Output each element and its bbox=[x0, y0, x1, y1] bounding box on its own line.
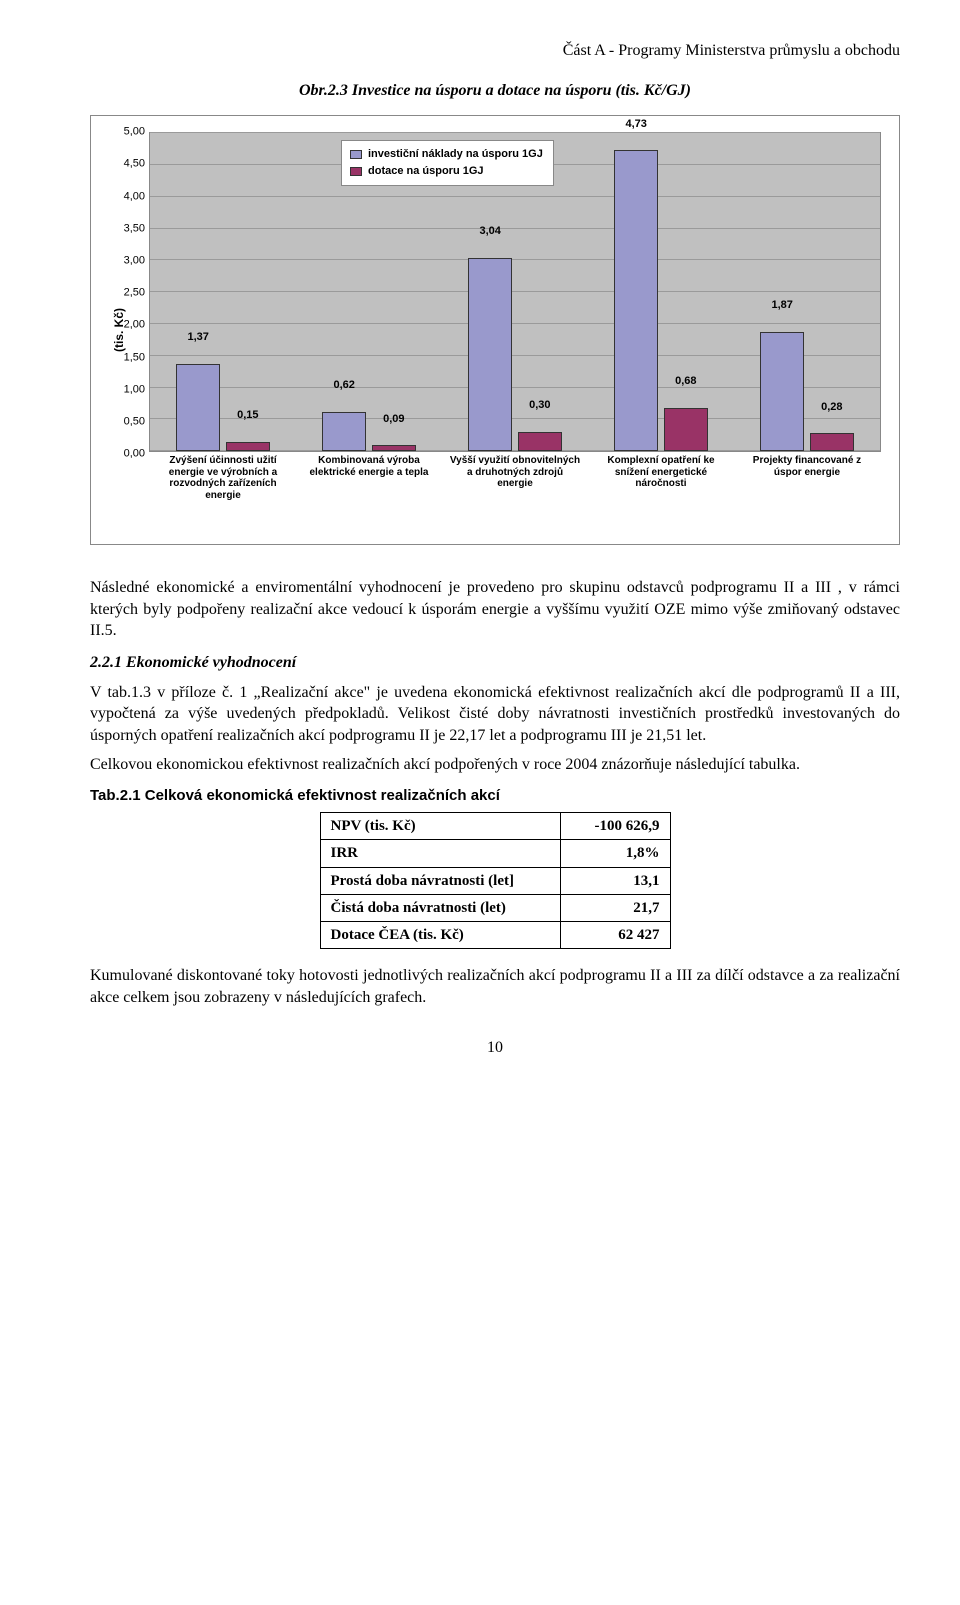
page-header: Část A - Programy Ministerstva průmyslu … bbox=[90, 40, 900, 62]
chart-ytick: 1,00 bbox=[99, 382, 145, 397]
paragraph: V tab.1.3 v příloze č. 1 „Realizační akc… bbox=[90, 682, 900, 747]
table-row: Dotace ČEA (tis. Kč)62 427 bbox=[320, 922, 670, 949]
chart-bar bbox=[322, 412, 366, 451]
page-number: 10 bbox=[90, 1037, 900, 1059]
table-cell-label: IRR bbox=[320, 840, 560, 867]
paragraph: Následné ekonomické a enviromentální vyh… bbox=[90, 577, 900, 642]
chart-bar-label: 1,37 bbox=[187, 330, 208, 347]
table-cell-label: Dotace ČEA (tis. Kč) bbox=[320, 922, 560, 949]
chart-category-label: Zvýšení účinnosti užití energie ve výrob… bbox=[157, 455, 288, 501]
paragraph: Kumulované diskontované toky hotovosti j… bbox=[90, 965, 900, 1008]
legend-item: dotace na úsporu 1GJ bbox=[350, 164, 543, 179]
table-cell-value: 1,8% bbox=[560, 840, 670, 867]
table-cell-label: NPV (tis. Kč) bbox=[320, 813, 560, 840]
chart-gridline bbox=[150, 323, 880, 324]
chart-gridline bbox=[150, 259, 880, 260]
chart-bar-label: 0,28 bbox=[821, 400, 842, 417]
chart-ytick: 0,50 bbox=[99, 415, 145, 430]
chart-gridline bbox=[150, 291, 880, 292]
chart-ytick: 3,50 bbox=[99, 221, 145, 236]
table-cell-value: -100 626,9 bbox=[560, 813, 670, 840]
table-row: IRR1,8% bbox=[320, 840, 670, 867]
chart-ytick: 3,00 bbox=[99, 254, 145, 269]
chart-bar bbox=[176, 364, 220, 451]
table-heading: Tab.2.1 Celková ekonomická efektivnost r… bbox=[90, 786, 900, 806]
legend-label: investiční náklady na úsporu 1GJ bbox=[368, 147, 543, 162]
chart-bar bbox=[810, 433, 854, 451]
chart-bar-label: 1,87 bbox=[771, 299, 792, 316]
chart-title: Obr.2.3 Investice na úsporu a dotace na … bbox=[90, 80, 900, 102]
chart-category-label: Vyšší využití obnovitelných a druhotných… bbox=[449, 455, 580, 490]
chart-bar-label: 0,68 bbox=[675, 374, 696, 391]
chart-bar-label: 0,09 bbox=[383, 412, 404, 429]
table-cell-label: Čistá doba návratnosti (let) bbox=[320, 894, 560, 921]
economic-table: NPV (tis. Kč)-100 626,9IRR1,8%Prostá dob… bbox=[320, 812, 671, 949]
chart-bar-label: 0,15 bbox=[237, 408, 258, 425]
chart-ytick: 5,00 bbox=[99, 125, 145, 140]
table-cell-label: Prostá doba návratnosti (let] bbox=[320, 867, 560, 894]
chart-bar bbox=[226, 442, 270, 452]
legend-swatch bbox=[350, 150, 362, 159]
chart-bar-label: 0,62 bbox=[333, 378, 354, 395]
chart-gridline bbox=[150, 132, 880, 133]
chart-gridline bbox=[150, 228, 880, 229]
legend-swatch bbox=[350, 167, 362, 176]
legend-item: investiční náklady na úsporu 1GJ bbox=[350, 147, 543, 162]
table-row: NPV (tis. Kč)-100 626,9 bbox=[320, 813, 670, 840]
section-heading: 2.2.1 Ekonomické vyhodnocení bbox=[90, 652, 900, 674]
chart-category-label: Komplexní opatření ke snížení energetick… bbox=[595, 455, 726, 490]
chart-bar-label: 4,73 bbox=[625, 117, 646, 134]
chart-bar-label: 3,04 bbox=[479, 224, 500, 241]
table-cell-value: 21,7 bbox=[560, 894, 670, 921]
chart-ytick: 0,00 bbox=[99, 447, 145, 462]
table-row: Čistá doba návratnosti (let)21,7 bbox=[320, 894, 670, 921]
chart-bar bbox=[614, 150, 658, 451]
chart-ytick: 1,50 bbox=[99, 350, 145, 365]
chart-bar bbox=[372, 445, 416, 451]
paragraph: Celkovou ekonomickou efektivnost realiza… bbox=[90, 754, 900, 776]
chart-bar bbox=[518, 432, 562, 451]
chart-ytick: 2,50 bbox=[99, 286, 145, 301]
table-cell-value: 13,1 bbox=[560, 867, 670, 894]
table-cell-value: 62 427 bbox=[560, 922, 670, 949]
chart-ytick: 4,50 bbox=[99, 157, 145, 172]
chart-ytick: 4,00 bbox=[99, 189, 145, 204]
legend-label: dotace na úsporu 1GJ bbox=[368, 164, 484, 179]
table-row: Prostá doba návratnosti (let]13,1 bbox=[320, 867, 670, 894]
chart-bar-label: 0,30 bbox=[529, 398, 550, 415]
chart-legend: investiční náklady na úsporu 1GJ dotace … bbox=[341, 140, 554, 186]
chart-container: (tis. Kč) 1,370,15Zvýšení účinnosti užit… bbox=[90, 115, 900, 545]
chart-bar bbox=[468, 258, 512, 451]
chart-category-label: Projekty financované z úspor energie bbox=[741, 455, 872, 478]
chart-category-label: Kombinovaná výroba elektrické energie a … bbox=[303, 455, 434, 478]
chart-bar bbox=[760, 332, 804, 451]
chart-ytick: 2,00 bbox=[99, 318, 145, 333]
chart-gridline bbox=[150, 196, 880, 197]
chart-bar bbox=[664, 408, 708, 451]
